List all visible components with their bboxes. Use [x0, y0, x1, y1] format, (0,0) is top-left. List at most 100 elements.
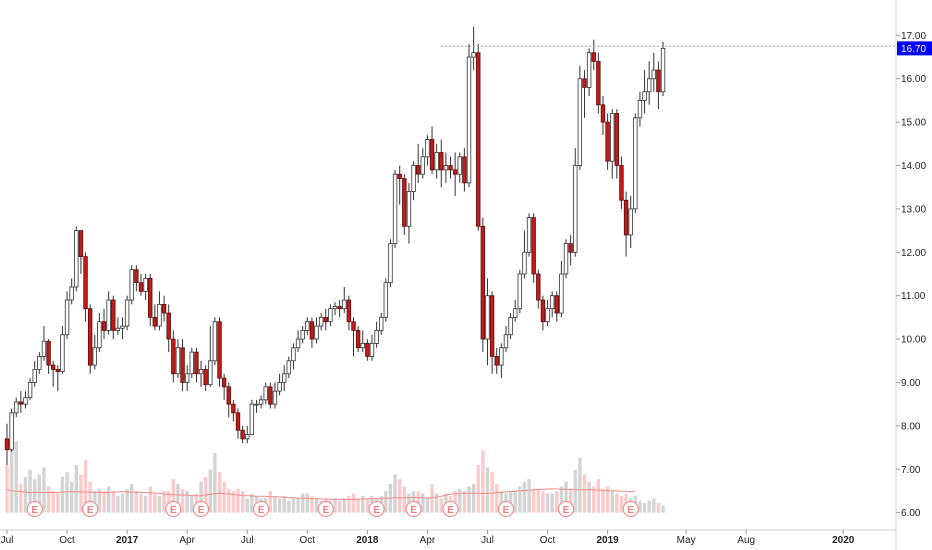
- y-tick-label: 13.00: [901, 204, 926, 215]
- candle-body: [355, 330, 361, 349]
- candle-body: [138, 282, 144, 292]
- volume-bar: [28, 469, 32, 513]
- candle-body: [129, 269, 134, 301]
- earnings-marker: [558, 501, 575, 517]
- volume-bar: [471, 484, 476, 513]
- candle-body: [443, 165, 449, 171]
- candle-body: [568, 243, 573, 253]
- candle-body: [286, 360, 292, 375]
- earnings-marker: [317, 501, 334, 517]
- volume-bar: [268, 491, 273, 513]
- y-tick-label: 12.00: [901, 248, 926, 259]
- last-price-label: 16.70: [901, 44, 926, 55]
- volume-bar: [180, 488, 185, 513]
- candle-body: [217, 321, 222, 379]
- x-tick-label: Apr: [420, 535, 436, 546]
- earnings-label: E: [410, 505, 417, 516]
- x-tick-label: Jul: [481, 535, 494, 546]
- volume-bar: [356, 498, 360, 513]
- volume-bar: [582, 474, 587, 513]
- x-tick-label: Jul: [1, 535, 14, 546]
- candle-body: [596, 60, 601, 106]
- candle-body: [272, 390, 278, 405]
- candle-body: [198, 369, 204, 375]
- candle-body: [517, 273, 523, 310]
- volume-bar: [425, 498, 430, 513]
- volume-bar: [208, 469, 212, 513]
- volume-bar: [176, 484, 180, 513]
- volume-bar: [171, 479, 176, 513]
- candle-body: [425, 139, 430, 158]
- volume-bar: [143, 495, 148, 513]
- volume-bar: [162, 491, 166, 513]
- volume-bar: [398, 479, 402, 513]
- volume-bar: [88, 481, 92, 513]
- volume-bar: [236, 488, 240, 513]
- candle-body: [489, 295, 495, 357]
- volume-bar: [130, 484, 134, 513]
- volume-bar: [153, 493, 157, 513]
- candle-body: [573, 165, 578, 253]
- volume-bar: [277, 498, 282, 513]
- candle-body: [41, 340, 47, 357]
- volume-bar: [522, 481, 527, 513]
- candle-body: [628, 208, 633, 236]
- volume-bar: [615, 493, 619, 513]
- volume-bar: [199, 481, 203, 513]
- volume-bar: [587, 481, 591, 513]
- candle-body: [660, 47, 666, 93]
- candle-body: [74, 230, 79, 288]
- volume-bar: [93, 491, 97, 513]
- volume-bar: [467, 486, 471, 513]
- candle-body: [148, 277, 153, 318]
- volume-bar: [148, 486, 152, 513]
- volume-ma-line: [6, 488, 636, 501]
- volume-bar: [231, 491, 236, 513]
- candle-body: [332, 306, 338, 310]
- volume-bar: [217, 472, 222, 513]
- volume-bar: [416, 491, 420, 513]
- candle-body: [397, 173, 402, 179]
- volume-bar: [222, 481, 226, 513]
- candle-body: [157, 303, 162, 327]
- earnings-label: E: [563, 505, 570, 516]
- candle-body: [203, 369, 208, 386]
- volume-bar: [434, 493, 439, 513]
- candle-body: [249, 403, 255, 435]
- volume-bar: [74, 464, 78, 513]
- y-tick-label: 16.00: [901, 74, 926, 85]
- volume-bar: [314, 498, 319, 513]
- candle-body: [522, 251, 527, 275]
- candle-body: [189, 351, 194, 375]
- candle-body: [531, 217, 536, 275]
- volume-bar: [421, 493, 425, 513]
- candle-body: [111, 299, 116, 331]
- candle-body: [586, 52, 592, 88]
- candle-body: [245, 434, 250, 440]
- earnings-label: E: [322, 505, 329, 516]
- volume-bar: [485, 467, 490, 513]
- candle-body: [388, 243, 393, 284]
- candle-body: [9, 412, 14, 451]
- volume-bar: [481, 450, 485, 513]
- volume-bar: [125, 488, 129, 513]
- candle-body: [582, 78, 587, 88]
- volume-bar: [287, 500, 291, 513]
- candle-body: [559, 273, 564, 314]
- candle-body: [600, 104, 606, 123]
- candle-body: [161, 303, 167, 314]
- candle-body: [360, 343, 365, 349]
- candle-body: [208, 360, 213, 386]
- candle-body: [540, 299, 546, 323]
- candle-body: [32, 369, 37, 383]
- volume-bar: [310, 495, 314, 513]
- candle-body: [402, 178, 407, 227]
- candle-body: [351, 321, 356, 331]
- volume-bar: [596, 479, 601, 513]
- volume-bar: [351, 493, 356, 513]
- candle-body: [221, 377, 227, 388]
- candle-body: [55, 369, 61, 373]
- candle-body: [14, 401, 19, 414]
- candle-body: [346, 299, 352, 323]
- candle-body: [37, 356, 42, 370]
